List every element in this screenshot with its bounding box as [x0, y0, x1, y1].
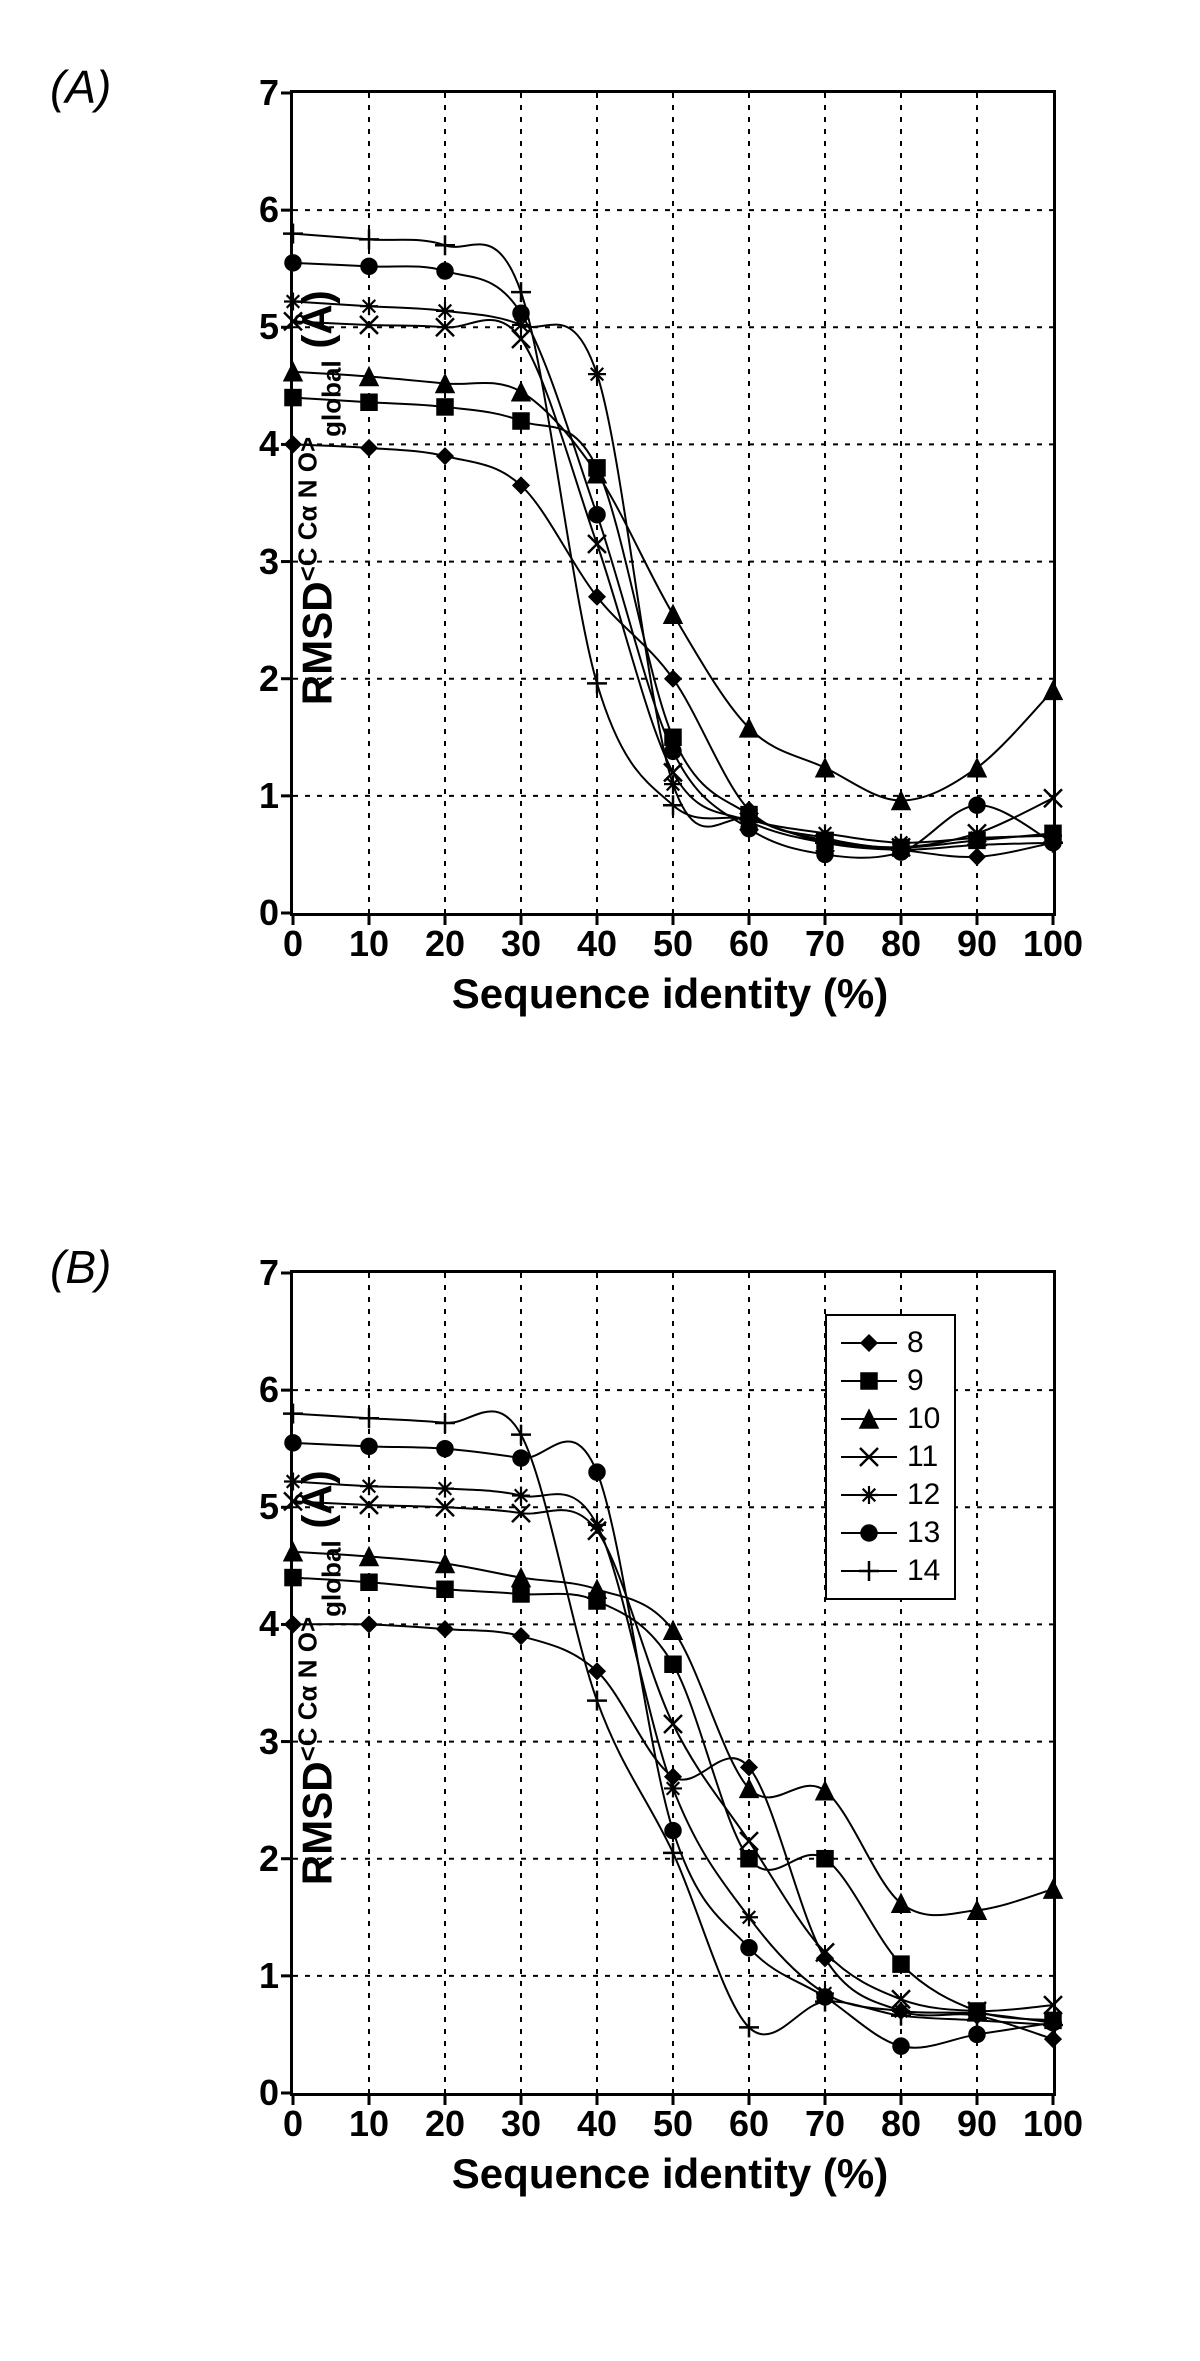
y-tick-label: 0: [259, 2072, 279, 2114]
y-axis-label-b: RMSD<C Cα N O>global (Å): [292, 1328, 347, 2028]
x-tick-label: 60: [729, 923, 769, 965]
y-tick-label: 5: [259, 1486, 279, 1528]
legend-label: 10: [907, 1402, 940, 1436]
y-tick-label: 7: [259, 1252, 279, 1294]
x-tick-label: 100: [1023, 2103, 1083, 2145]
chart-b-wrap: 0123456701020304050607080901008910111213…: [290, 1270, 1050, 2090]
x-tick-label: 80: [881, 2103, 921, 2145]
y-axis-label-a: RMSD<C Cα N O>global (Å): [292, 148, 347, 848]
legend-item: 13: [841, 1514, 940, 1552]
panel-a-label: (A): [50, 60, 111, 114]
legend-label: 12: [907, 1478, 940, 1512]
y-tick-label: 3: [259, 541, 279, 583]
x-tick-label: 90: [957, 2103, 997, 2145]
y-tick-label: 5: [259, 306, 279, 348]
x-tick-label: 40: [577, 923, 617, 965]
x-tick-label: 90: [957, 923, 997, 965]
x-tick-label: 10: [349, 923, 389, 965]
legend-item: 11: [841, 1438, 940, 1476]
x-tick-label: 60: [729, 2103, 769, 2145]
x-tick-label: 50: [653, 2103, 693, 2145]
legend-marker-icon: [841, 1480, 897, 1510]
y-tick-label: 7: [259, 72, 279, 114]
plot-area-a: 012345670102030405060708090100: [290, 90, 1056, 916]
panel-b: (B) 012345670102030405060708090100891011…: [140, 1240, 1060, 2290]
x-axis-label-b: Sequence identity (%): [290, 2150, 1050, 2198]
legend-label: 8: [907, 1326, 924, 1360]
legend-marker-icon: [841, 1518, 897, 1548]
legend-item: 10: [841, 1400, 940, 1438]
panel-a: (A) 012345670102030405060708090100 RMSD<…: [140, 60, 1060, 1110]
figure-page: (A) 012345670102030405060708090100 RMSD<…: [0, 0, 1200, 2361]
legend-label: 13: [907, 1516, 940, 1550]
y-tick-label: 2: [259, 658, 279, 700]
y-tick-label: 6: [259, 189, 279, 231]
legend-marker-icon: [841, 1404, 897, 1434]
legend-marker-icon: [841, 1366, 897, 1396]
x-tick-label: 40: [577, 2103, 617, 2145]
x-tick-label: 80: [881, 923, 921, 965]
x-tick-label: 30: [501, 2103, 541, 2145]
legend-label: 14: [907, 1554, 940, 1588]
x-axis-label-a: Sequence identity (%): [290, 970, 1050, 1018]
x-tick-label: 50: [653, 923, 693, 965]
y-tick-label: 2: [259, 1838, 279, 1880]
legend-label: 11: [907, 1440, 938, 1474]
x-tick-label: 10: [349, 2103, 389, 2145]
legend: 8 9 10 11 12 13 14: [825, 1314, 956, 1600]
y-tick-label: 0: [259, 892, 279, 934]
legend-item: 14: [841, 1552, 940, 1590]
legend-item: 12: [841, 1476, 940, 1514]
panel-b-label: (B): [50, 1240, 111, 1294]
y-tick-label: 1: [259, 775, 279, 817]
legend-marker-icon: [841, 1442, 897, 1472]
x-tick-label: 20: [425, 2103, 465, 2145]
x-tick-label: 20: [425, 923, 465, 965]
x-tick-label: 0: [283, 2103, 303, 2145]
chart-a-wrap: 012345670102030405060708090100 RMSD<C Cα…: [290, 90, 1050, 910]
x-tick-label: 70: [805, 923, 845, 965]
legend-item: 9: [841, 1362, 940, 1400]
legend-marker-icon: [841, 1328, 897, 1358]
x-tick-label: 100: [1023, 923, 1083, 965]
y-tick-label: 3: [259, 1721, 279, 1763]
legend-item: 8: [841, 1324, 940, 1362]
y-tick-label: 6: [259, 1369, 279, 1411]
plot-area-b: 0123456701020304050607080901008910111213…: [290, 1270, 1056, 2096]
y-tick-label: 4: [259, 423, 279, 465]
legend-marker-icon: [841, 1556, 897, 1586]
legend-label: 9: [907, 1364, 924, 1398]
x-tick-label: 0: [283, 923, 303, 965]
x-tick-label: 30: [501, 923, 541, 965]
y-tick-label: 1: [259, 1955, 279, 1997]
y-tick-label: 4: [259, 1603, 279, 1645]
x-tick-label: 70: [805, 2103, 845, 2145]
